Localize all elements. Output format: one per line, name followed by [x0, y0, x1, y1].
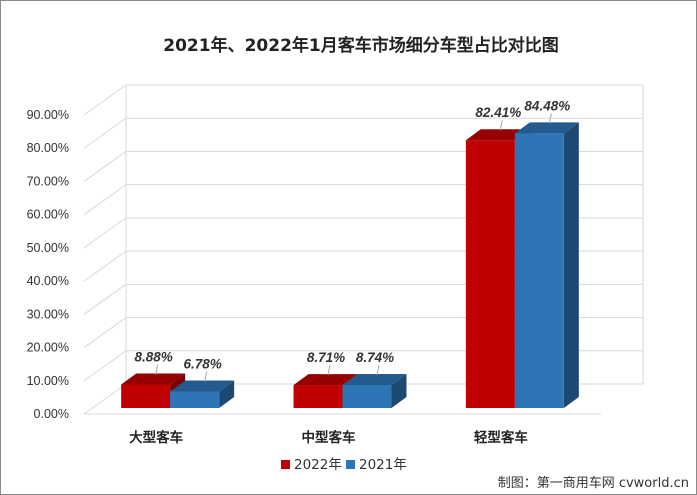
y-tick-label: 60.00% — [27, 208, 69, 222]
gridline-side — [83, 184, 127, 216]
bar-top — [293, 374, 358, 386]
chart-title: 2021年、2022年1月客车市场细分车型占比对比图 — [163, 35, 558, 56]
data-label-leader — [204, 371, 208, 382]
data-label-leader — [327, 364, 331, 376]
bar — [121, 384, 171, 408]
data-label-leader — [499, 120, 503, 131]
gridline-side — [83, 250, 127, 282]
gridline-side — [83, 317, 127, 348]
legend-label: 2021年 — [359, 457, 407, 473]
y-tick-label: 0.00% — [34, 407, 69, 421]
legend-swatch — [346, 460, 355, 469]
y-tick-label: 70.00% — [27, 174, 69, 188]
data-label: 8.88% — [135, 349, 173, 364]
gridline-side — [83, 151, 127, 182]
legend: 2022年 2021年 — [281, 457, 407, 473]
legend-label: 2022年 — [294, 457, 342, 473]
x-category-label: 轻型客车 — [474, 429, 528, 446]
gridline-side — [83, 350, 127, 382]
bar — [342, 384, 392, 408]
bar-top — [514, 122, 579, 134]
bar-top — [465, 129, 530, 141]
data-label: 82.41% — [475, 105, 521, 120]
y-tick-label: 30.00% — [27, 307, 69, 321]
data-label: 8.71% — [307, 350, 345, 365]
x-category-label: 中型客车 — [302, 429, 356, 446]
bar — [293, 385, 343, 408]
bar-side — [391, 373, 407, 408]
data-label: 8.74% — [356, 350, 394, 365]
bar — [514, 133, 564, 408]
credit-text: 制图：第一商用车网 cvworld.cn — [498, 475, 689, 491]
y-tick-label: 50.00% — [27, 241, 69, 255]
gridline-side — [83, 283, 127, 315]
bar — [170, 391, 220, 408]
y-tick-label: 10.00% — [27, 374, 69, 388]
bar — [465, 140, 515, 408]
y-tick-label: 40.00% — [27, 274, 69, 288]
data-label-leader — [155, 364, 159, 375]
bar-top — [121, 373, 186, 385]
plot-area: 0.00% 10.00% 20.00% 30.00% 40.00% 50.00% 60.00… — [27, 84, 644, 446]
bar-side — [563, 122, 579, 408]
data-label-leader — [376, 364, 380, 376]
bar-side — [219, 380, 235, 408]
gridline-side — [83, 117, 127, 149]
gridline-side — [83, 217, 127, 249]
gridline-side — [83, 84, 127, 116]
x-category-label: 大型客车 — [129, 429, 183, 446]
y-tick-label: 90.00% — [27, 108, 69, 122]
bar-top — [342, 373, 407, 385]
y-tick-label: 80.00% — [27, 141, 69, 155]
legend-swatch — [281, 460, 290, 469]
gridline-side — [83, 383, 127, 415]
data-label-leader — [548, 113, 552, 124]
bar-top — [170, 380, 235, 392]
data-label: 6.78% — [184, 356, 222, 371]
y-tick-label: 20.00% — [27, 341, 69, 355]
data-label: 84.48% — [524, 98, 570, 113]
